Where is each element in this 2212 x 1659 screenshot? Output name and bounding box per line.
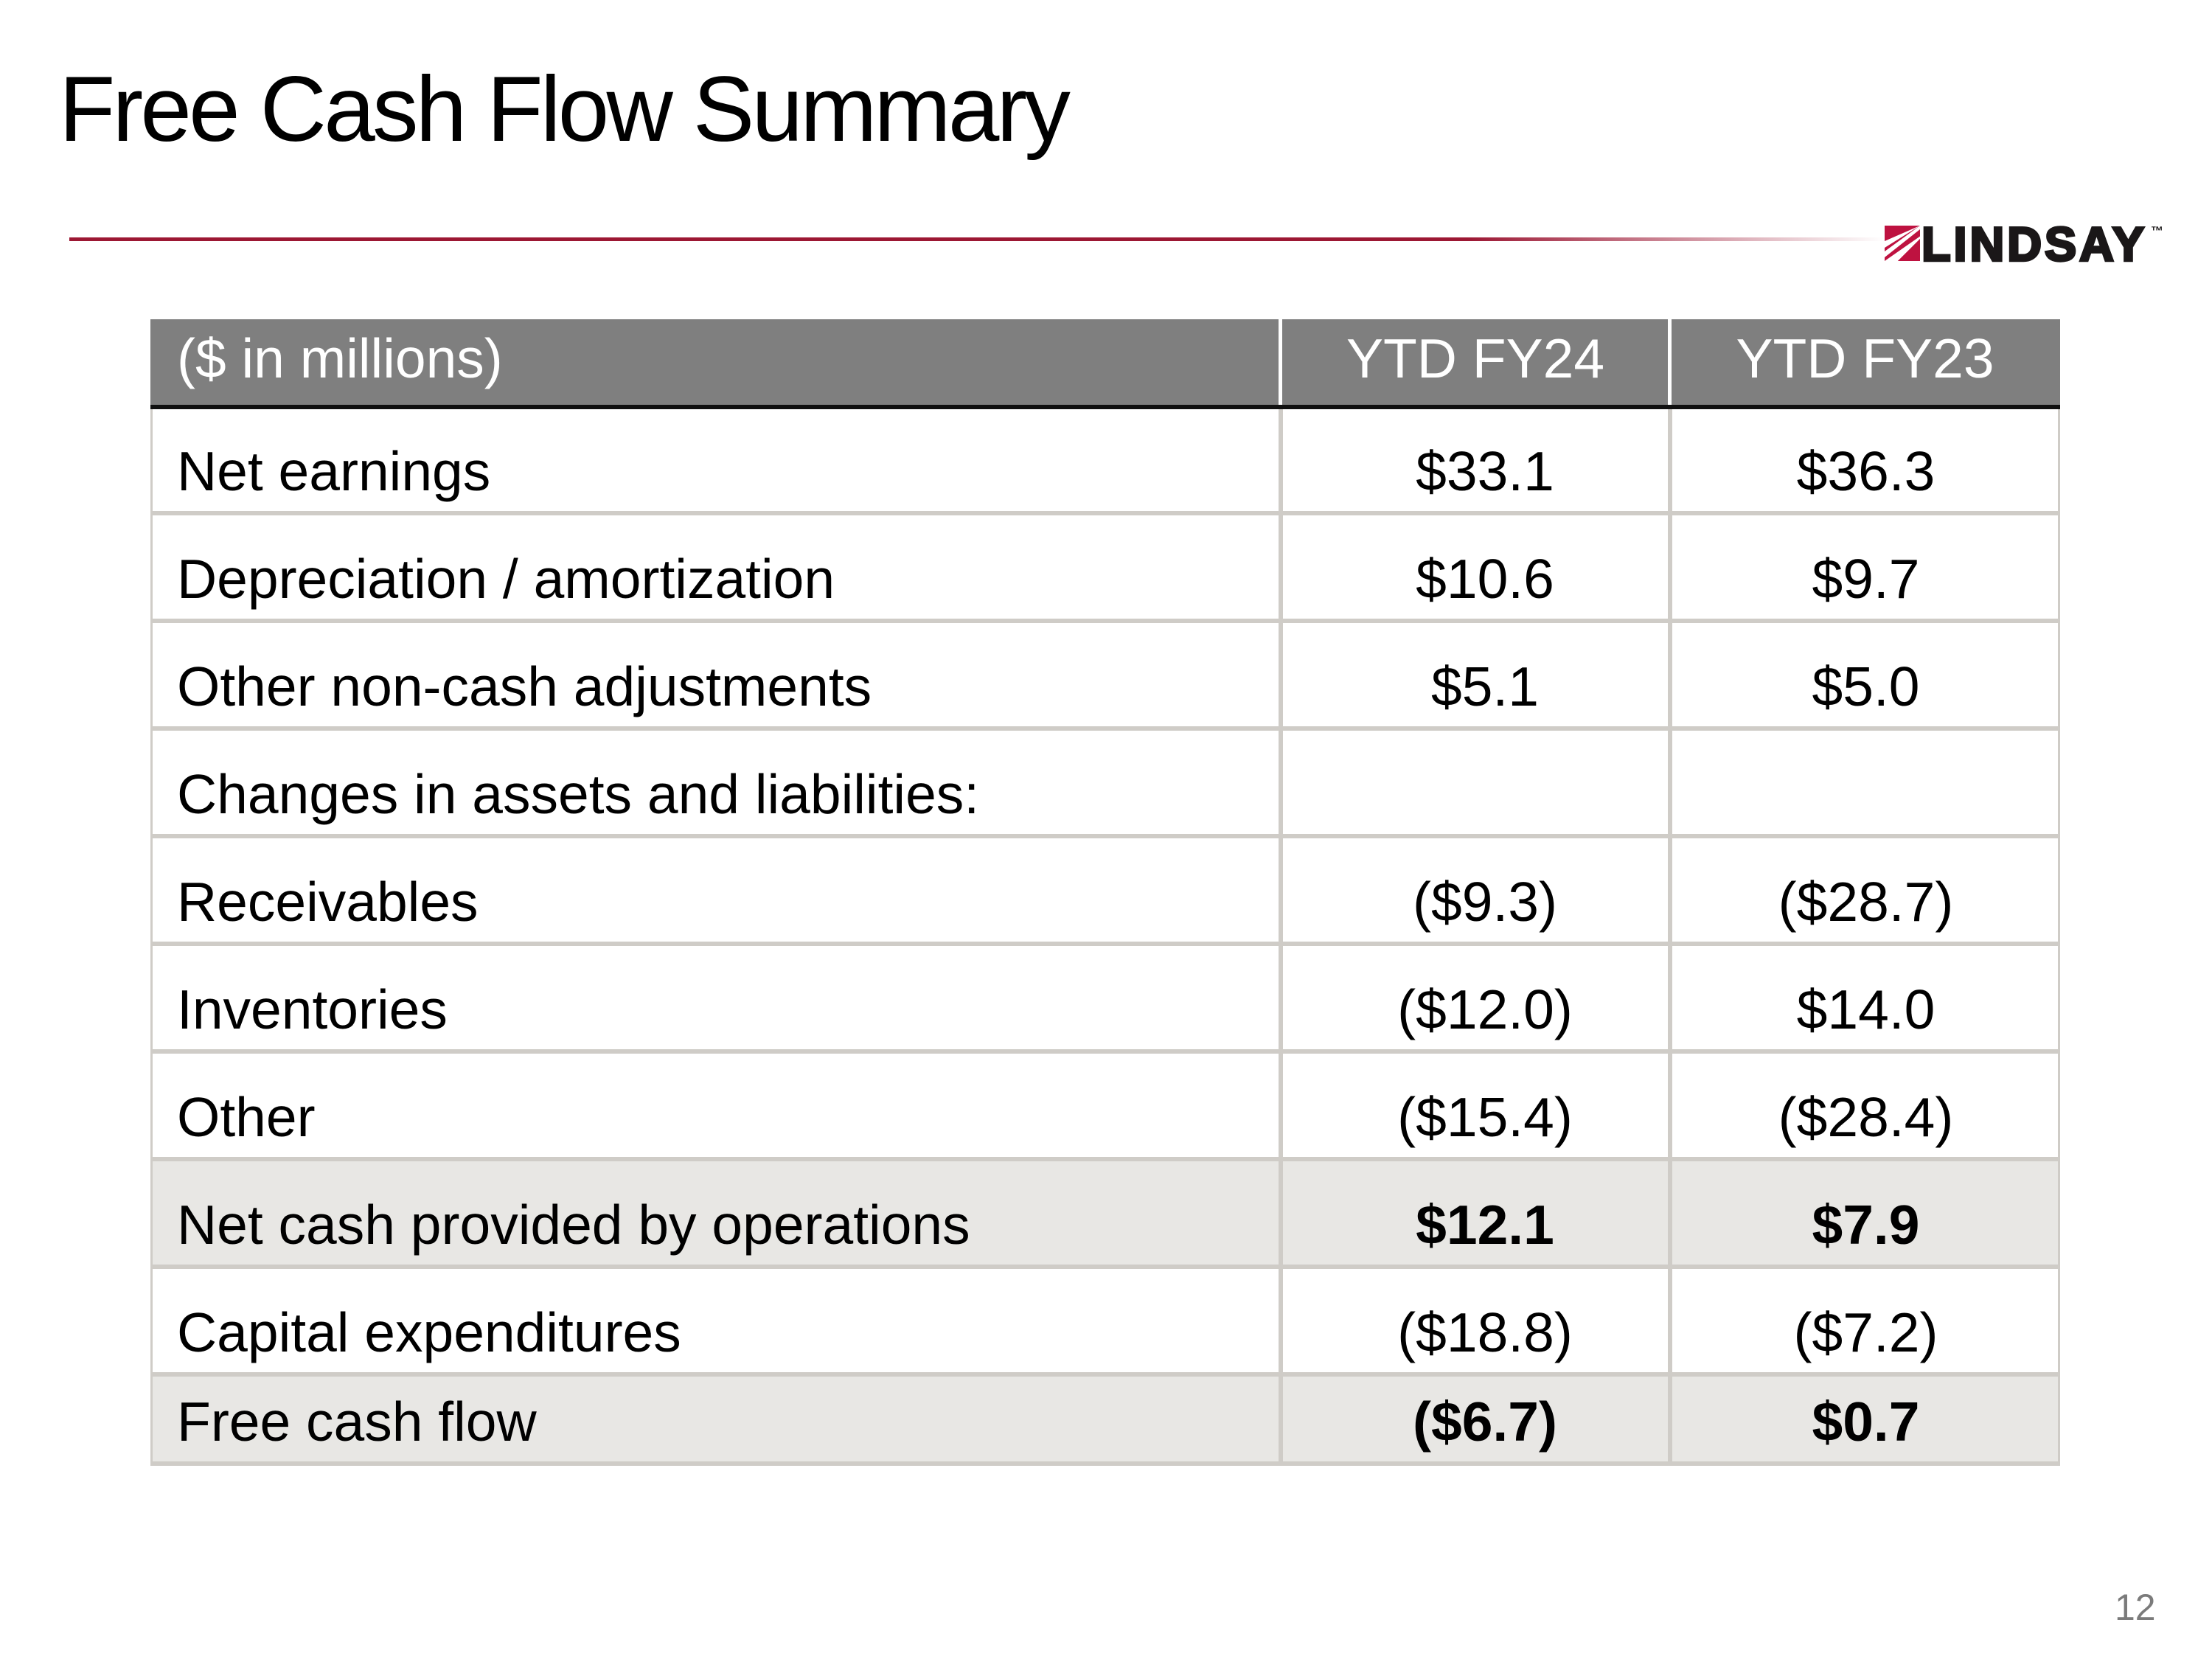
svg-text:™: ™ (2151, 226, 2163, 238)
svg-text:LINDSAY: LINDSAY (1921, 226, 2147, 262)
